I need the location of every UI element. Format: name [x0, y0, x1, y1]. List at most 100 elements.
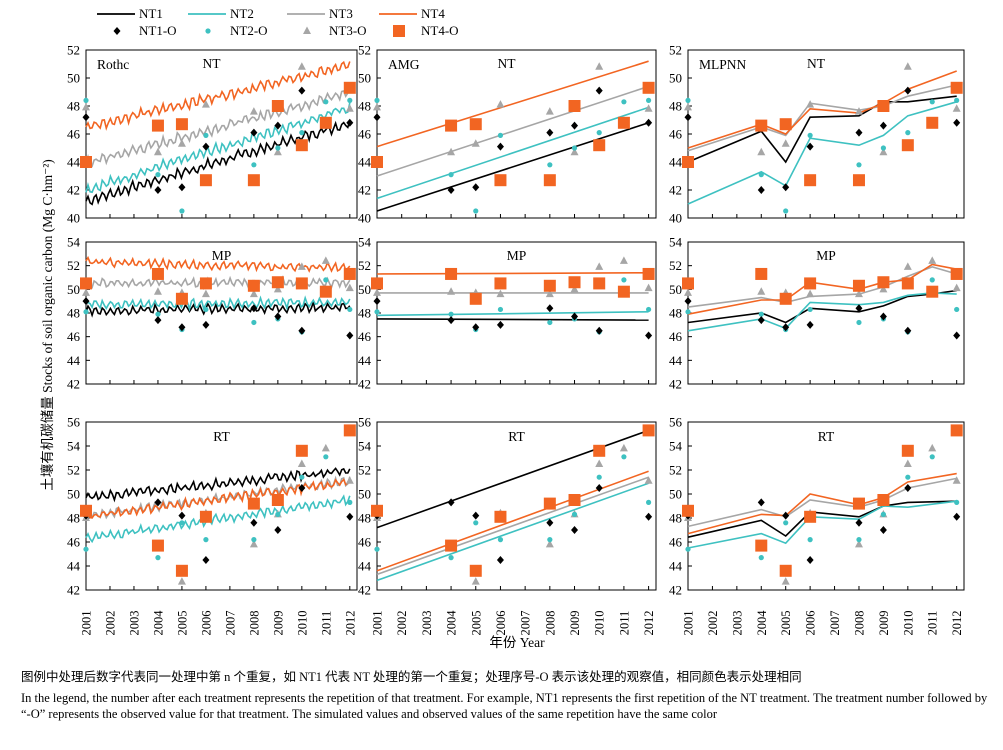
y-tick-label: 46: [358, 535, 372, 550]
obs-point-nt1-o: [645, 331, 653, 340]
y-tick-label: 48: [669, 511, 682, 526]
obs-point-nt2-o: [473, 208, 479, 214]
legend-item: NT1: [97, 6, 163, 21]
x-tick-label: 2010: [593, 611, 607, 636]
obs-point-nt1-o: [250, 518, 258, 527]
obs-point-nt2-o: [685, 309, 691, 315]
legend-marker: [393, 25, 405, 37]
x-tick-label: 2012: [343, 611, 357, 636]
legend-marker: [205, 28, 211, 34]
obs-point-nt3-o: [854, 107, 863, 115]
sim-line-nt1: [85, 467, 351, 503]
obs-point-nt4-o: [568, 276, 581, 289]
obs-point-nt1-o: [274, 312, 282, 321]
obs-point-nt4-o: [319, 116, 332, 129]
obs-point-nt1-o: [178, 323, 186, 332]
obs-point-nt1-o: [645, 512, 653, 521]
caption-chinese: 图例中处理后数字代表同一处理中第 n 个重复，如 NT1 代表 NT 处理的第一…: [21, 670, 802, 684]
obs-point-nt2-o: [299, 474, 305, 480]
model-label: AMG: [388, 57, 420, 72]
x-tick-label: 2008: [543, 611, 557, 636]
treatment-label: NT: [498, 56, 517, 71]
obs-point-nt3-o: [595, 459, 604, 467]
legend-label: NT3: [329, 6, 353, 21]
y-tick-label: 52: [358, 43, 371, 58]
legend-label: NT4-O: [421, 23, 459, 38]
obs-point-nt3-o: [952, 476, 961, 484]
obs-point-nt2-o: [497, 537, 504, 543]
obs-point-nt4-o: [295, 139, 308, 152]
legend-label: NT2-O: [230, 23, 268, 38]
obs-point-nt4-o: [343, 267, 356, 280]
obs-point-nt1-o: [447, 316, 455, 325]
obs-point-nt2-o: [547, 319, 553, 326]
y-tick-label: 48: [67, 306, 80, 321]
obs-point-nt2-o: [448, 311, 454, 317]
model-label: Rothc: [97, 57, 129, 72]
y-tick-label: 54: [358, 439, 372, 454]
obs-point-nt2-o: [856, 319, 862, 326]
x-tick-label: 2007: [519, 611, 533, 636]
x-tick-label: 2004: [151, 610, 165, 636]
obs-point-nt1-o: [202, 142, 210, 151]
y-tick-label: 48: [358, 99, 371, 114]
obs-point-nt3-o: [570, 147, 579, 156]
x-tick-label: 2003: [420, 611, 434, 636]
obs-point-nt3-o: [545, 539, 554, 548]
y-tick-label: 56: [358, 415, 372, 430]
obs-point-nt2-o: [374, 546, 380, 552]
obs-point-nt2-o: [954, 499, 960, 505]
obs-point-nt4-o: [926, 116, 939, 129]
obs-point-nt2-o: [645, 97, 652, 103]
obs-point-nt2-o: [954, 306, 960, 313]
obs-point-nt1-o: [154, 498, 162, 507]
sim-line-nt2: [376, 311, 649, 317]
y-tick-label: 56: [669, 415, 683, 430]
obs-point-nt4-o: [175, 564, 188, 577]
obs-point-nt3-o: [177, 139, 186, 147]
sim-line-nt2: [85, 295, 351, 312]
obs-point-nt2-o: [880, 511, 886, 517]
y-tick-label: 46: [358, 127, 372, 142]
sim-line-nt4: [376, 470, 649, 572]
obs-point-nt1-o: [757, 316, 765, 325]
obs-point-nt2-o: [807, 537, 813, 543]
obs-point-nt4-o: [247, 279, 260, 292]
sim-line-nt1: [85, 299, 351, 318]
obs-point-nt2-o: [596, 130, 602, 136]
obs-point-nt3-o: [496, 100, 505, 108]
y-tick-label: 52: [358, 463, 371, 478]
obs-point-nt1-o: [595, 86, 603, 95]
sim-line-nt3: [376, 85, 649, 177]
obs-point-nt3-o: [273, 147, 282, 156]
y-tick-label: 54: [669, 235, 683, 250]
obs-point-nt4-o: [151, 539, 164, 552]
obs-point-nt3-o: [619, 256, 628, 264]
obs-point-nt2-o: [807, 132, 813, 138]
obs-point-nt1-o: [806, 320, 814, 329]
y-tick-label: 42: [358, 377, 371, 392]
obs-point-nt2-o: [571, 511, 578, 517]
obs-point-nt1-o: [472, 323, 480, 332]
y-tick-label: 42: [67, 377, 80, 392]
obs-point-nt2-o: [323, 99, 329, 105]
obs-point-nt2-o: [929, 277, 935, 283]
sim-line-nt1: [687, 95, 957, 164]
y-tick-label: 46: [669, 127, 683, 142]
obs-point-nt3-o: [757, 287, 766, 295]
obs-point-nt2-o: [323, 454, 329, 460]
obs-point-nt3-o: [806, 100, 815, 108]
obs-point-nt2-o: [179, 208, 185, 214]
y-tick-label: 50: [669, 282, 682, 297]
obs-point-nt2-o: [905, 474, 911, 480]
obs-point-nt3-o: [781, 577, 790, 585]
y-tick-label: 50: [67, 487, 80, 502]
treatment-label: MP: [816, 248, 836, 263]
y-tick-label: 40: [669, 211, 682, 226]
obs-point-nt4-o: [271, 494, 284, 506]
obs-point-nt4-o: [371, 504, 383, 517]
x-tick-label: 2002: [395, 611, 409, 636]
y-tick-label: 48: [669, 306, 682, 321]
obs-point-nt4-o: [852, 174, 865, 187]
obs-point-nt3-o: [471, 139, 480, 147]
